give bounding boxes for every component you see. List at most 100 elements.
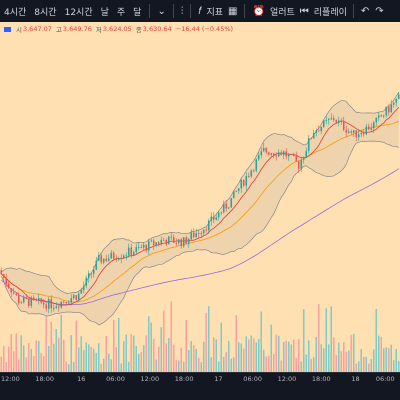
candle-body <box>297 161 300 169</box>
templates-icon[interactable]: ▦ <box>228 5 238 17</box>
volume-bar <box>32 356 35 373</box>
candle-body <box>300 159 303 169</box>
volume-bar <box>222 356 225 373</box>
volume-bar <box>160 327 163 373</box>
volume-bar <box>22 345 25 373</box>
volume-bar <box>97 343 100 373</box>
candle-body <box>285 151 288 157</box>
volume-bar <box>260 311 263 373</box>
alert-icon[interactable]: ⏰ <box>252 5 265 17</box>
volume-bar <box>212 337 215 373</box>
candle-body <box>207 220 210 231</box>
x-tick-label: 06:00 <box>375 375 395 383</box>
volume-bar <box>67 364 70 373</box>
undo-icon[interactable]: ↶ <box>360 5 370 17</box>
bollinger-lower <box>1 140 399 326</box>
candle-body <box>215 217 218 220</box>
volume-bar <box>155 359 158 373</box>
volume-bar <box>147 316 150 373</box>
candle-body <box>355 130 358 138</box>
volume-bar <box>20 335 23 373</box>
volume-bar <box>87 344 90 373</box>
volume-bar <box>265 356 268 373</box>
candle-body <box>240 179 243 189</box>
volume-bar <box>102 358 105 373</box>
candle-body <box>177 239 180 244</box>
candle-body <box>267 152 270 155</box>
x-tick-label: 18 <box>351 375 360 383</box>
candle-body <box>202 229 205 234</box>
volume-bar <box>167 337 170 373</box>
candle-body <box>157 242 160 244</box>
volume-bar <box>217 361 220 373</box>
volume-bar <box>10 333 13 373</box>
candle-body <box>375 117 378 123</box>
volume-bar <box>92 348 95 373</box>
candle-body <box>170 236 173 238</box>
volume-bar <box>352 333 355 373</box>
replay-button[interactable]: 리플레이 <box>313 7 347 18</box>
candle-body <box>397 94 400 99</box>
candle-body <box>250 170 253 177</box>
top-toolbar: 4시간 8시간 12시간 날 주 달 ⌄ ⫶ 𝑓 지표 ▦ ⏰ 얼러트 ⏮ 리플… <box>0 0 400 22</box>
timeframe-month[interactable]: 달 <box>133 7 142 18</box>
candle-body <box>167 236 170 245</box>
candle-body <box>360 133 363 135</box>
price-chart[interactable] <box>0 36 400 373</box>
candle-body <box>312 132 315 139</box>
volume-bar <box>150 322 153 373</box>
volume-bar <box>127 361 130 373</box>
volume-bar <box>52 343 55 373</box>
candle-body <box>235 190 238 192</box>
candle-body <box>347 131 350 133</box>
timeframe-day[interactable]: 날 <box>100 7 109 18</box>
ma-fast-line <box>1 107 400 306</box>
volume-bar <box>115 347 118 373</box>
volume-bar <box>337 342 340 373</box>
candle-body <box>367 126 370 130</box>
volume-bar <box>305 354 308 373</box>
volume-bar <box>317 304 320 373</box>
candle-body <box>352 130 355 133</box>
candle-body <box>365 126 368 135</box>
candles-icon[interactable]: ⫶ <box>180 5 184 17</box>
volume-bar <box>82 350 85 373</box>
volume-bar <box>182 361 185 373</box>
candle-body <box>242 179 245 186</box>
chevron-down-icon[interactable]: ⌄ <box>157 5 166 17</box>
timeframe-4h[interactable]: 4시간 <box>4 7 27 18</box>
volume-bar <box>300 361 303 373</box>
candle-body <box>10 288 13 293</box>
candle-body <box>280 152 283 156</box>
candle-body <box>295 156 298 162</box>
timeframe-8h[interactable]: 8시간 <box>34 7 57 18</box>
candle-body <box>32 297 35 299</box>
volume-bar <box>362 356 365 373</box>
candle-body <box>100 255 103 263</box>
volume-bar <box>240 343 243 373</box>
candle-body <box>27 298 30 306</box>
volume-bar <box>77 347 80 373</box>
volume-bar <box>257 338 260 373</box>
timeframe-week[interactable]: 주 <box>116 7 126 18</box>
indicators-button[interactable]: 지표 <box>206 7 224 18</box>
volume-bar <box>232 357 235 373</box>
candle-body <box>377 115 380 118</box>
volume-bar <box>327 344 330 373</box>
replay-icon[interactable]: ⏮ <box>299 5 309 17</box>
candle-body <box>12 292 15 294</box>
volume-bar <box>285 340 288 373</box>
indicators-icon[interactable]: 𝑓 <box>198 5 202 17</box>
volume-bar <box>85 342 88 373</box>
toolbar-divider <box>352 4 354 18</box>
alert-button[interactable]: 얼러트 <box>269 7 295 18</box>
redo-icon[interactable]: ↷ <box>375 5 384 17</box>
volume-bar <box>125 334 128 373</box>
volume-bar <box>42 356 45 373</box>
timeframe-12h[interactable]: 12시간 <box>64 7 93 18</box>
volume-bar <box>30 348 33 373</box>
toolbar-divider <box>172 4 174 18</box>
candle-body <box>87 273 90 278</box>
candle-body <box>77 293 80 300</box>
volume-bar <box>100 363 103 373</box>
